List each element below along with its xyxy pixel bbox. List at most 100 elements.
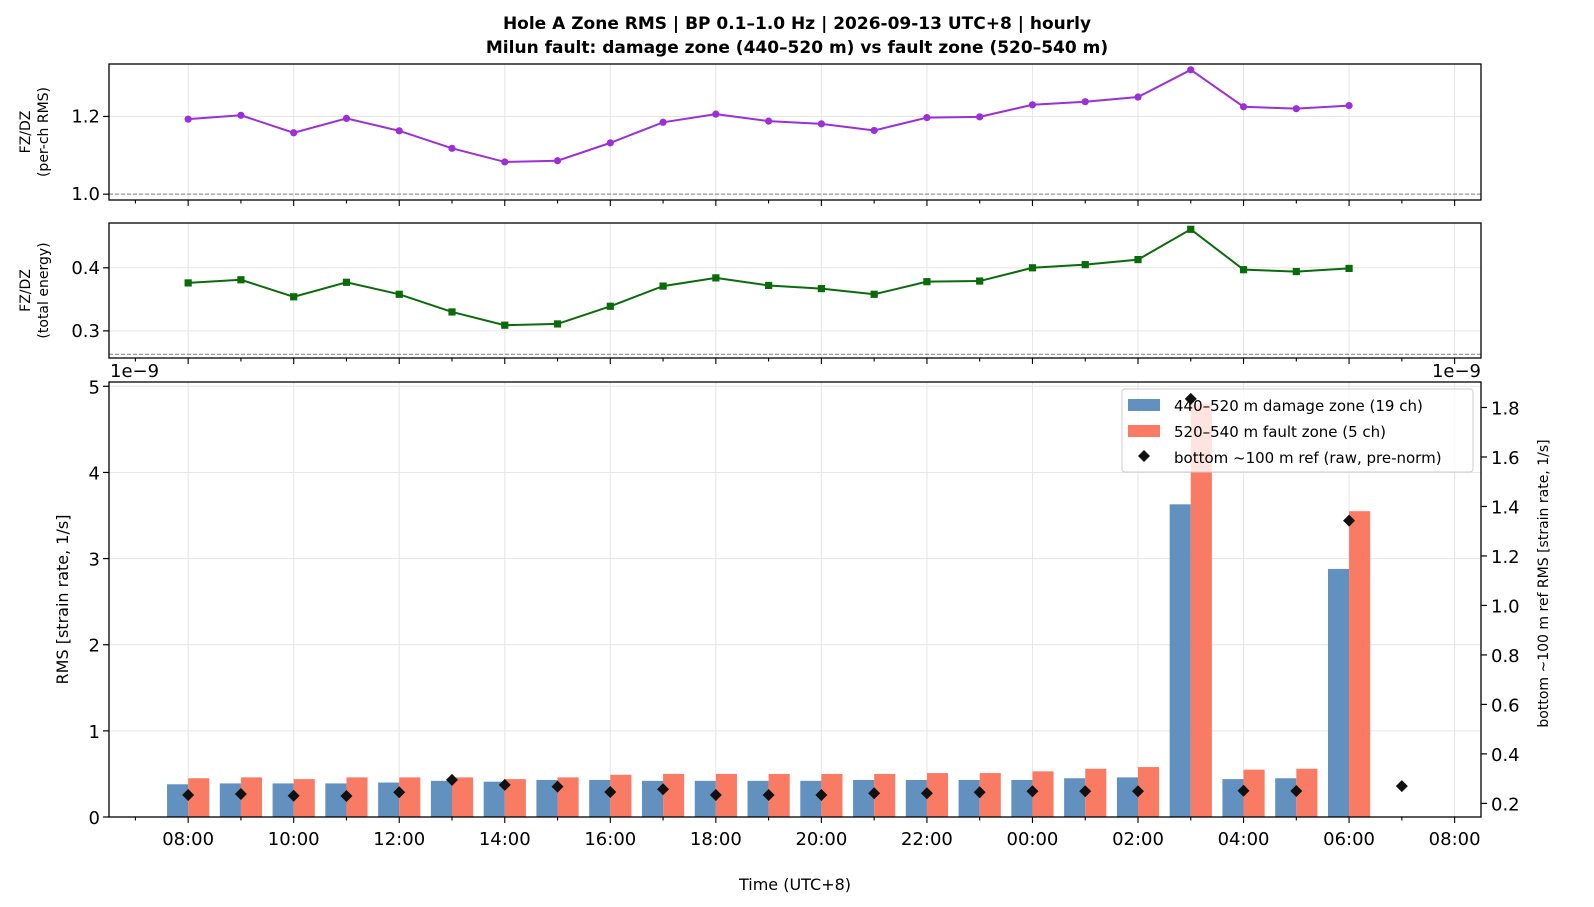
ratio-rms-point [923,114,931,122]
rms-xtick-label: 08:00 [1429,829,1481,850]
ratio-rms-ytick-label: 1.2 [71,106,100,127]
fault-zone-bar [1296,768,1318,817]
fault-zone-bar [610,774,632,817]
ratio-rms-ytick-label: 1.0 [71,184,100,205]
ratio-energy-frame [108,222,1482,359]
ref-ytick-label: 0.8 [1491,646,1520,667]
rms-ylabel: RMS [strain rate, 1/s] [53,515,72,685]
ref-ytick-label: 1.0 [1491,596,1520,617]
ratio-energy-point [712,274,720,282]
fault-zone-bar [874,773,896,817]
legend-label-damage-zone: 440–520 m damage zone (19 ch) [1174,397,1423,415]
x-axis-label: Time (UTC+8) [738,875,851,894]
damage-zone-bar [905,779,927,817]
damage-zone-bar [694,780,716,817]
rms-ytick-label: 0 [89,808,100,829]
damage-zone-bar [167,784,189,817]
bottom-ref-marker [498,778,511,791]
bottom-ref-marker [446,773,458,786]
rms-ytick-label: 5 [89,377,100,398]
damage-zone-bar [1222,779,1244,817]
bottom-ref-marker [1395,780,1408,793]
ratio-rms-point [184,115,192,123]
ratio-rms-point [1134,93,1142,101]
damage-zone-bar [430,780,452,817]
damage-zone-bar [1116,777,1138,817]
damage-zone-bar [641,780,664,817]
ratio-rms-point [342,114,351,122]
damage-zone-bar [1169,504,1191,817]
damage-zone-bar [958,779,980,817]
ratio-rms-point [1239,103,1248,111]
ratio-energy-point [765,281,773,290]
legend-swatch-damage-zone [1128,399,1160,411]
ratio-energy-panel: 0.3 0.4 FZ/DZ (total energy) [18,222,1482,364]
damage-zone-bar [1327,568,1350,817]
ratio-energy-point [1081,261,1089,269]
rms-xtick-label: 00:00 [1007,829,1059,850]
ratio-rms-point [1292,105,1300,113]
rms-bar-panel: 0 1 2 3 4 5 0.2 0.4 0.6 0.8 1.0 1.2 1.4 1.6 1.8 08:00 10… [53,377,1552,850]
damage-zone-bar [747,780,769,817]
ratio-rms-point [1081,98,1089,106]
ratio-energy-point [184,279,192,287]
rms-xtick-label: 20:00 [795,829,847,850]
ratio-energy-point [342,278,351,286]
ratio-rms-point [501,158,509,166]
ratio-energy-point [501,321,509,329]
fault-zone-bar [504,779,526,817]
bottom-ref-marker [1132,785,1144,798]
rms-xtick-label: 18:00 [690,829,742,850]
fault-zone-bar [821,773,843,817]
ratio-rms-point [237,111,245,119]
ratio-rms-point [976,113,984,121]
ratio-rms-ylabel-line2: (per-ch RMS) [36,87,52,177]
rms-ytick-label: 1 [89,722,100,743]
fault-zone-bar [1349,511,1371,817]
fault-zone-bar [399,777,421,817]
legend: 440–520 m damage zone (19 ch) 520–540 m f… [1121,388,1474,473]
damage-zone-bar [378,782,400,817]
ratio-rms-point [870,126,878,135]
damage-zone-bar [1275,778,1297,817]
ratio-rms-point [448,144,456,152]
fault-zone-bar [1243,769,1265,817]
ratio-energy-point [870,290,878,298]
ratio-rms-panel: 1.0 1.2 FZ/DZ (per-ch RMS) [18,63,1482,206]
bottom-ref-marker [920,787,933,800]
damage-zone-bar [589,779,611,817]
damage-zone-bar [1064,778,1086,817]
rms-xtick-label: 02:00 [1112,829,1164,850]
ratio-energy-ytick-label: 0.3 [71,321,100,342]
ratio-rms-point [1028,101,1037,109]
damage-zone-bar [483,781,505,817]
ratio-energy-point [1028,264,1037,272]
ratio-energy-point [1187,225,1195,233]
bottom-ref-marker [1026,785,1039,798]
ref-ytick-label: 0.6 [1491,695,1520,716]
ratio-energy-ylabel-line1: FZ/DZ [18,269,34,312]
ratio-energy-point [817,285,825,293]
legend-label-bottom-ref: bottom ~100 m ref (raw, pre-norm) [1174,449,1442,467]
fault-zone-bar [1032,771,1054,817]
ratio-rms-frame [108,63,1482,201]
ratio-energy-point [237,276,245,284]
fault-zone-bar [452,777,474,817]
fault-zone-bar [240,777,263,817]
damage-zone-bar [272,783,294,817]
rms-xtick-label: 12:00 [373,829,425,850]
bottom-ref-marker [973,786,986,799]
fault-zone-bar [926,773,949,817]
bottom-ref-marker [604,786,617,799]
bottom-ref-marker [551,780,564,793]
bottom-ref-marker [287,789,300,802]
fault-zone-bar [293,779,315,817]
ratio-rms-point [659,118,667,126]
damage-zone-bar [800,780,822,817]
fault-zone-bar [1138,767,1160,817]
fault-zone-bar [1190,403,1212,817]
ratio-rms-point [290,129,298,137]
bottom-ref-marker [657,783,670,796]
damage-zone-bar [853,779,875,817]
ref-ytick-label: 1.8 [1491,398,1520,419]
